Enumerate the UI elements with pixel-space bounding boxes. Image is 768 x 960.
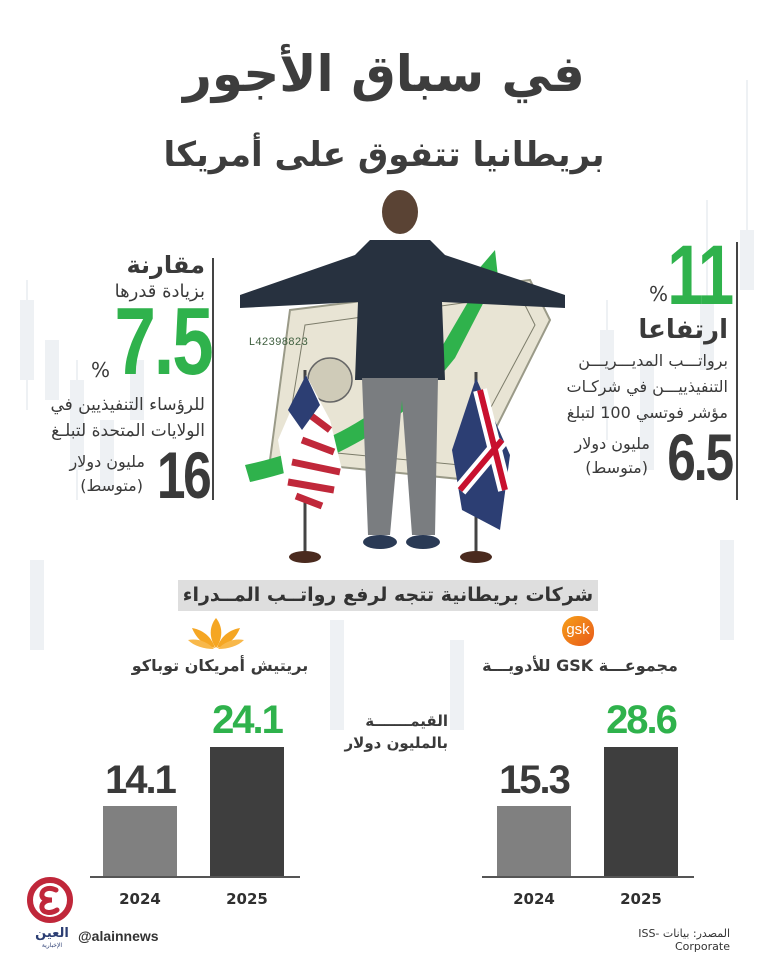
us-amount-unit: مليون دولار [69,452,146,471]
percent-sign: % [90,358,110,382]
us-panel-description-line-1: للرؤساء التنفيذيين في [50,395,205,415]
svg-text:L42398823: L42398823 [249,337,308,349]
section-banner: شركات بريطانية تتجه لرفع رواتــب المــدر… [178,580,598,611]
uk-panel: 11 % ارتفاعا برواتـــب المديـــريـــن ال… [520,230,735,492]
percent-sign: % [648,282,668,306]
bar-value-label: 24.1 [212,698,284,742]
uk-panel-percent-row: 11 % [520,230,734,320]
uk-panel-description-line-3: مؤشر فوتسي 100 لتبلغ [566,403,728,422]
uk-amount-unit: مليون دولار [574,434,651,453]
uk-amount-note: (متوسط) [585,458,648,477]
chart-unit-label: القيمـــــــة بالمليون دولار [318,710,448,754]
uk-panel-description-line-1: برواتـــب المديـــريـــن [578,351,728,370]
alain-brand-name: العين [35,926,69,941]
uk-panel-amount-row: 6.5 مليون دولار (متوسط) [520,422,735,492]
bat-leaf-logo-icon [188,616,244,650]
x-tick-label: 2024 [119,890,161,908]
uk-amount-value: 6.5 [667,420,734,494]
company-name-bat: بريتيش أمريكان توباكو [131,656,309,675]
x-axis-line [482,876,694,878]
uk-panel-divider [736,242,738,500]
page-title: في سباق الأجور [183,45,585,103]
us-panel-subheading: بزيادة قدرها [114,281,205,302]
us-panel-divider [212,258,214,500]
x-tick-label: 2024 [513,890,555,908]
us-amount-value: 16 [156,438,211,512]
us-amount-note: (متوسط) [80,476,143,495]
bar-value-label: 15.3 [499,758,571,802]
us-panel-heading: مقارنة [126,251,205,279]
company-name-gsk: مجموعـــة GSK للأدويـــة [482,656,678,675]
bar-2024 [497,806,571,876]
page-subtitle: بريطانيا تتفوق على أمريكا [163,135,605,175]
bar-2025 [210,747,284,876]
source-note: المصدر: بيانات ISS-Corporate [638,927,730,953]
us-panel: مقارنة بزيادة قدرها 7.5 % للرؤساء التنفي… [10,250,213,510]
unit-label-line-2: بالمليون دولار [344,734,448,752]
hero-illustration: L42398823 [230,190,570,570]
bar-value-label: 28.6 [606,698,678,742]
us-panel-description-line-2: الولايات المتحدة لتبلـغ [51,421,205,441]
bar-2025 [604,747,678,876]
us-flag-icon [278,370,342,563]
social-handle: @alainnews [78,928,159,944]
uk-panel-heading: ارتفاعا [638,315,728,345]
us-panel-amount-row: 16 مليون دولار (متوسط) [10,440,212,510]
x-tick-label: 2025 [226,890,268,908]
bar-value-label: 14.1 [105,758,177,802]
uk-panel-description-line-2: التنفيذييـــن في شركـات [566,377,728,396]
us-panel-percent-row: 7.5 % [10,292,213,392]
unit-label-line-1: القيمـــــــة [365,712,448,730]
uk-percent-value: 11 [667,228,734,322]
us-percent-value: 7.5 [113,288,213,395]
x-axis-line [90,876,300,878]
gsk-logo-icon: gsk [562,616,594,646]
gsk-logo-text: gsk [566,621,590,638]
alain-logo-icon [26,876,74,924]
man-figure [240,190,565,549]
alain-brand-sub: الإخبارية [41,942,63,949]
x-tick-label: 2025 [620,890,662,908]
uk-flag-icon [452,372,512,563]
bar-2024 [103,806,177,876]
